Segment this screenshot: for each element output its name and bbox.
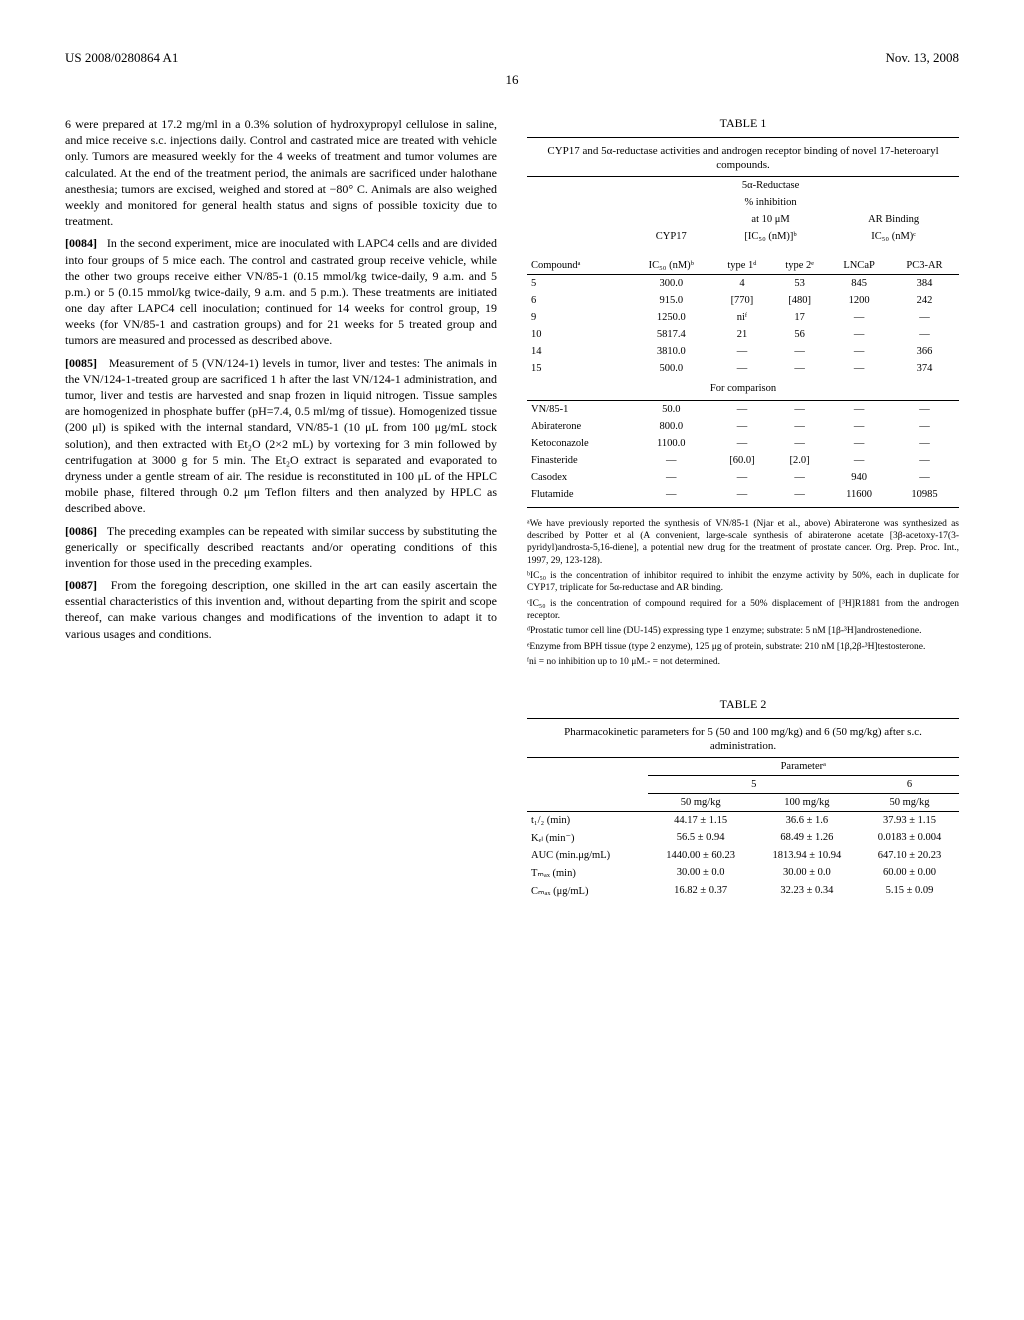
reductase-header-l4: [IC₅₀ (nM)]ᵇ bbox=[713, 228, 828, 245]
table-row: Abiraterone 800.0 — — — — bbox=[527, 418, 959, 435]
col-ic50: IC₅₀ (nM)ᵇ bbox=[630, 257, 713, 274]
para-num: [0084] bbox=[65, 236, 97, 250]
ar-header-l1: AR Binding bbox=[828, 211, 959, 228]
table-row: Cₘₐₓ (μg/mL) 16.82 ± 0.37 32.23 ± 0.34 5… bbox=[527, 882, 959, 900]
col-compound: Compoundᵃ bbox=[527, 257, 630, 274]
para-0084: [0084] In the second experiment, mice ar… bbox=[65, 235, 497, 348]
group6-header: 6 bbox=[860, 775, 959, 793]
col-pc3ar: PC3-AR bbox=[890, 257, 959, 274]
table-row: 15 500.0 — — — 374 bbox=[527, 360, 959, 377]
table2: Pharmacokinetic parameters for 5 (50 and… bbox=[527, 718, 959, 900]
table-row: VN/85-1 50.0 — — — — bbox=[527, 400, 959, 418]
page-number: 16 bbox=[65, 72, 959, 88]
left-column: 6 were prepared at 17.2 mg/ml in a 0.3% … bbox=[65, 116, 497, 900]
table1: CYP17 and 5α-reductase activities and an… bbox=[527, 137, 959, 508]
group5-header: 5 bbox=[648, 775, 860, 793]
table-row: AUC (min.μg/mL) 1440.00 ± 60.23 1813.94 … bbox=[527, 847, 959, 864]
doc-date: Nov. 13, 2008 bbox=[885, 50, 959, 66]
footnote: ᵃWe have previously reported the synthes… bbox=[527, 518, 959, 567]
table-row: Ketoconazole 1100.0 — — — — bbox=[527, 435, 959, 452]
right-column: TABLE 1 CYP17 and 5α-reductase activitie… bbox=[527, 116, 959, 900]
table-row: Flutamide — — — 11600 10985 bbox=[527, 486, 959, 503]
dose-header: 50 mg/kg bbox=[860, 793, 959, 811]
table2-caption: Pharmacokinetic parameters for 5 (50 and… bbox=[527, 723, 959, 757]
footnote: ᶜIC₅₀ is the concentration of compound r… bbox=[527, 598, 959, 623]
table1-caption: CYP17 and 5α-reductase activities and an… bbox=[527, 142, 959, 176]
dose-header: 100 mg/kg bbox=[754, 793, 860, 811]
reductase-header-l3: at 10 μM bbox=[713, 211, 828, 228]
table1-title: TABLE 1 bbox=[527, 116, 959, 131]
para-num: [0087] bbox=[65, 578, 97, 592]
footnote: ᵈProstatic tumor cell line (DU-145) expr… bbox=[527, 625, 959, 637]
footnote: ᵉEnzyme from BPH tissue (type 2 enzyme),… bbox=[527, 641, 959, 653]
table2-title: TABLE 2 bbox=[527, 697, 959, 712]
col-lncap: LNCaP bbox=[828, 257, 890, 274]
para-0086: [0086] The preceding examples can be rep… bbox=[65, 523, 497, 572]
para-0085: [0085] Measurement of 5 (VN/124-1) level… bbox=[65, 355, 497, 517]
para-num: [0085] bbox=[65, 356, 97, 370]
table-row: 14 3810.0 — — — 366 bbox=[527, 343, 959, 360]
footnote: ᵇIC₅₀ is the concentration of inhibitor … bbox=[527, 570, 959, 595]
parameter-header: Parameterᵃ bbox=[648, 757, 959, 775]
table-row: 10 5817.4 21 56 — — bbox=[527, 326, 959, 343]
cyp17-header: CYP17 bbox=[630, 228, 713, 245]
table-row: 6 915.0 [770] [480] 1200 242 bbox=[527, 292, 959, 309]
para-text: From the foregoing description, one skil… bbox=[65, 578, 497, 641]
table-row: 5 300.0 4 53 845 384 bbox=[527, 274, 959, 292]
para-continuation: 6 were prepared at 17.2 mg/ml in a 0.3% … bbox=[65, 116, 497, 229]
ar-header-l2: IC₅₀ (nM)ᶜ bbox=[828, 228, 959, 245]
footnote: ᶠni = no inhibition up to 10 μM.- = not … bbox=[527, 656, 959, 668]
table1-footnotes: ᵃWe have previously reported the synthes… bbox=[527, 518, 959, 669]
table-row: t₁/₂ (min) 44.17 ± 1.15 36.6 ± 1.6 37.93… bbox=[527, 811, 959, 829]
comparison-label: For comparison bbox=[527, 377, 959, 401]
col-type2: type 2ᵉ bbox=[771, 257, 828, 274]
col-type1: type 1ᵈ bbox=[713, 257, 771, 274]
doc-id: US 2008/0280864 A1 bbox=[65, 50, 178, 66]
para-text: The preceding examples can be repeated w… bbox=[65, 524, 497, 570]
para-0087: [0087] From the foregoing description, o… bbox=[65, 577, 497, 642]
para-text: In the second experiment, mice are inocu… bbox=[65, 236, 497, 347]
dose-header: 50 mg/kg bbox=[648, 793, 754, 811]
table-row: Tₘₐₓ (min) 30.00 ± 0.0 30.00 ± 0.0 60.00… bbox=[527, 864, 959, 882]
reductase-header-l1: 5α-Reductase bbox=[713, 176, 828, 194]
table-row: Finasteride — [60.0] [2.0] — — bbox=[527, 452, 959, 469]
para-text: Measurement of 5 (VN/124-1) levels in tu… bbox=[65, 356, 497, 516]
table-row: Casodex — — — 940 — bbox=[527, 469, 959, 486]
table-row: 9 1250.0 niᶠ 17 — — bbox=[527, 309, 959, 326]
reductase-header-l2: % inhibition bbox=[713, 194, 828, 211]
table-row: Kₑₗ (min⁻) 56.5 ± 0.94 68.49 ± 1.26 0.01… bbox=[527, 829, 959, 847]
para-num: [0086] bbox=[65, 524, 97, 538]
